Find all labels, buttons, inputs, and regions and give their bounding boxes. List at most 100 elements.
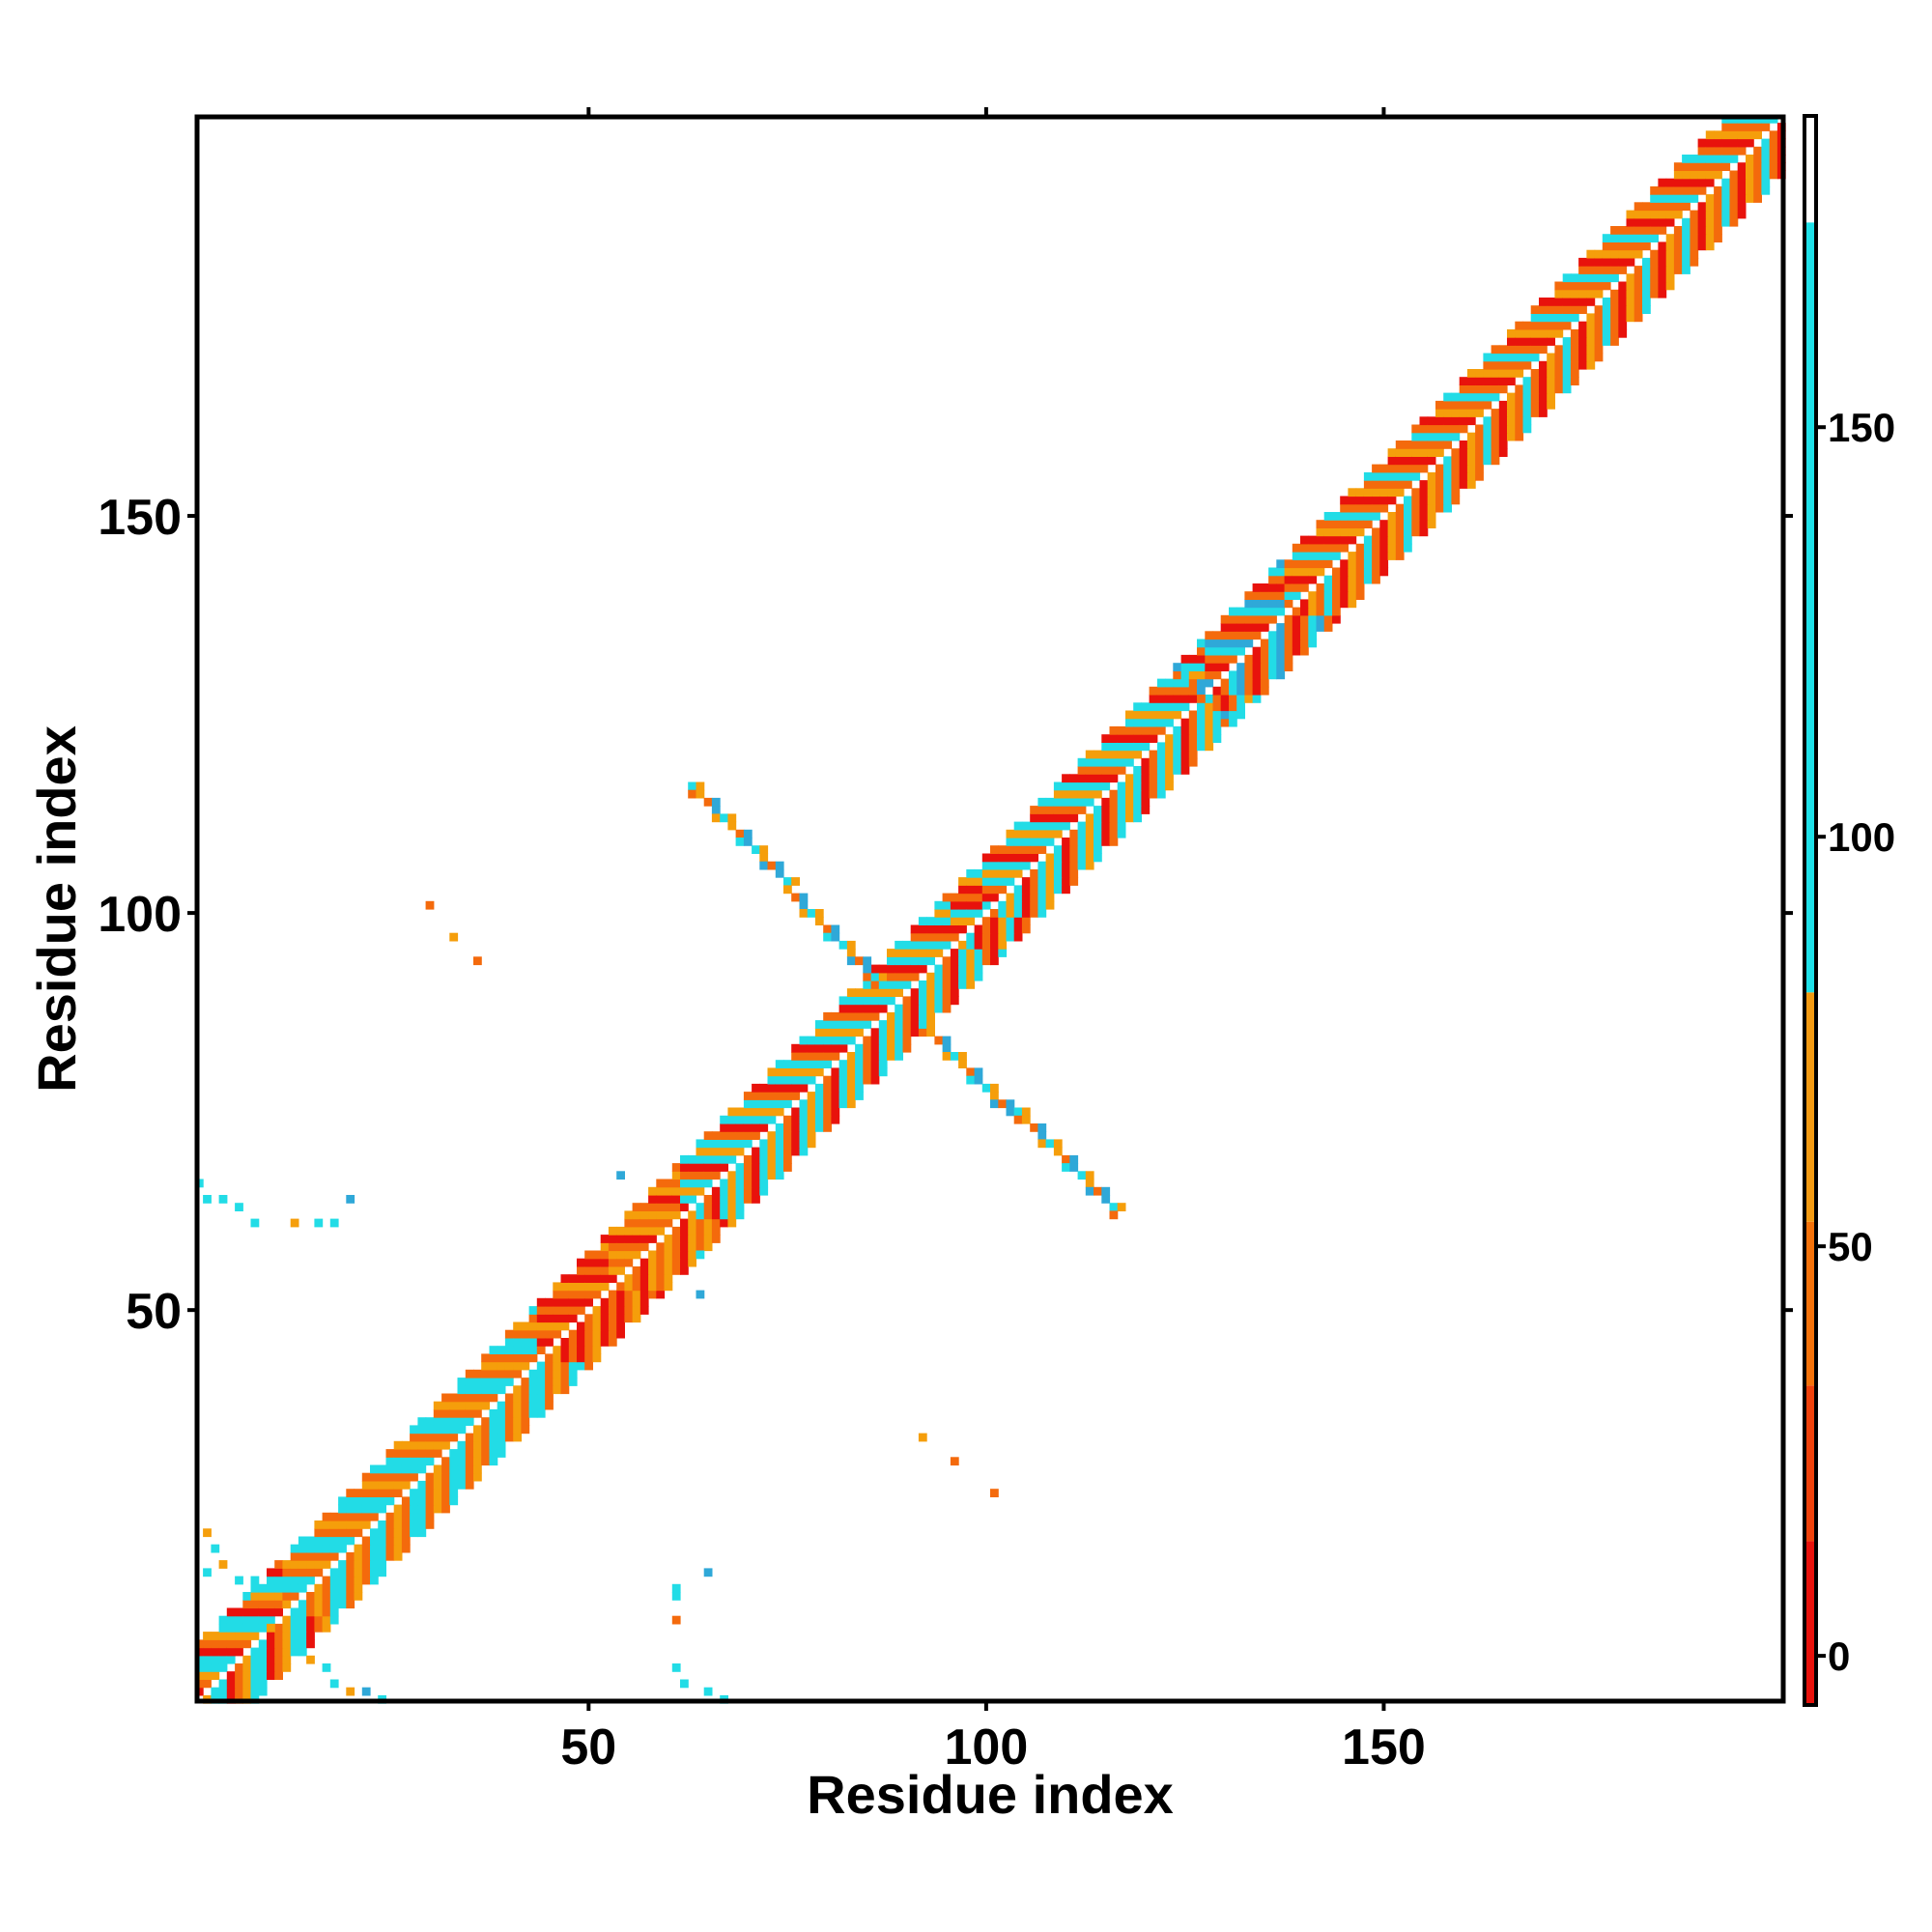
heatmap-cell (1404, 480, 1412, 489)
heatmap-cell (1212, 725, 1222, 735)
heatmap-cell (799, 1107, 809, 1117)
heatmap-cell (1316, 552, 1325, 560)
heatmap-cell (1570, 273, 1579, 283)
heatmap-cell (1109, 725, 1119, 735)
heatmap-cell (1530, 409, 1540, 417)
heatmap-cell (1642, 273, 1651, 283)
heatmap-cell (1205, 631, 1214, 640)
heatmap-cell (1229, 631, 1237, 640)
heatmap-cell (814, 909, 824, 918)
heatmap-cell (553, 1329, 562, 1339)
heatmap-cell (608, 1258, 617, 1267)
heatmap-cell (648, 1218, 657, 1228)
heatmap-cell (680, 1195, 689, 1204)
heatmap-cell (250, 1583, 260, 1593)
heatmap-cell (1419, 512, 1429, 521)
heatmap-cell (1348, 599, 1357, 609)
heatmap-cell (926, 917, 935, 925)
heatmap-cell (1658, 210, 1667, 219)
heatmap-cell (1109, 750, 1119, 759)
heatmap-cell (1292, 623, 1301, 632)
heatmap-cell (1062, 813, 1070, 823)
heatmap-cell (600, 1242, 610, 1252)
heatmap-cell (290, 1592, 299, 1601)
heatmap-cell (680, 1186, 689, 1196)
heatmap-cell (1180, 757, 1190, 767)
heatmap-cell (361, 1687, 371, 1696)
heatmap-cell (1348, 552, 1357, 560)
heatmap-cell (449, 1489, 459, 1497)
heatmap-cell (1363, 520, 1373, 528)
heatmap-cell (926, 932, 935, 942)
heatmap-cell (1156, 686, 1166, 696)
heatmap-cell (1451, 400, 1461, 410)
heatmap-cell (481, 1440, 490, 1450)
heatmap-cell (568, 1306, 578, 1315)
heatmap-cell (1094, 1186, 1102, 1196)
heatmap-cell (1165, 774, 1174, 783)
heatmap-cell (1340, 535, 1349, 545)
heatmap-cell (393, 1551, 403, 1561)
heatmap-cell (743, 1139, 753, 1149)
heatmap-cell (322, 1607, 331, 1617)
heatmap-cell (1045, 868, 1055, 878)
heatmap-cell (639, 1282, 649, 1292)
heatmap-cell (481, 1425, 490, 1435)
heatmap-cell (1101, 1195, 1111, 1204)
heatmap-cell (274, 1576, 283, 1585)
heatmap-cell (1721, 202, 1731, 212)
heatmap-cell (1522, 392, 1532, 402)
heatmap-cell (1229, 639, 1237, 648)
heatmap-cell (887, 964, 895, 974)
heatmap-cell (639, 1210, 649, 1220)
heatmap-cell (1094, 806, 1102, 814)
heatmap-cell (1332, 591, 1341, 600)
heatmap-cell (1626, 289, 1635, 298)
heatmap-cell (926, 949, 935, 957)
heatmap-cell (918, 1020, 927, 1029)
heatmap-cell (425, 1504, 435, 1514)
heatmap-cell (1682, 162, 1690, 171)
heatmap-cell (1658, 202, 1667, 212)
heatmap-cell (1539, 392, 1548, 402)
heatmap-cell (1682, 185, 1690, 195)
heatmap-cell (608, 1235, 617, 1243)
heatmap-cell (1141, 742, 1151, 752)
heatmap-cell (361, 1480, 371, 1490)
heatmap-cell (1077, 821, 1087, 831)
heatmap-cell (1372, 471, 1380, 481)
heatmap-cell (1570, 305, 1579, 314)
heatmap-cell (1323, 559, 1333, 569)
heatmap-cell (1101, 829, 1111, 838)
heatmap-cell (218, 1655, 228, 1664)
heatmap-cell (1634, 202, 1643, 212)
heatmap-cell (1141, 702, 1151, 712)
heatmap-cell (600, 1235, 610, 1243)
heatmap-cell (290, 1551, 299, 1561)
heatmap-cell (346, 1504, 355, 1514)
heatmap-cell (1085, 774, 1094, 783)
heatmap-cell (648, 1258, 657, 1267)
heatmap-cell (1610, 234, 1619, 242)
heatmap-cell (1697, 226, 1707, 235)
heatmap-cell (457, 1385, 467, 1395)
heatmap-cell (767, 1092, 777, 1100)
heatmap-cell (1427, 503, 1436, 513)
heatmap-cell (1205, 678, 1214, 688)
heatmap-cell (1077, 766, 1087, 775)
heatmap-cell (1618, 313, 1628, 323)
colorbar-tick-label: 50 (1828, 1224, 1873, 1269)
heatmap-cell (1435, 471, 1444, 481)
heatmap-cell (258, 1615, 268, 1625)
heatmap-cell (354, 1528, 363, 1538)
heatmap-cell (1697, 178, 1707, 187)
heatmap-cell (752, 1147, 760, 1156)
heatmap-cell (759, 1147, 769, 1156)
heatmap-cell (1069, 868, 1079, 878)
heatmap-cell (1053, 829, 1063, 838)
heatmap-cell (1085, 821, 1094, 831)
heatmap-cell (577, 1346, 585, 1354)
heatmap-cell (696, 1203, 705, 1211)
heatmap-cell (791, 1052, 800, 1061)
heatmap-cell (902, 996, 912, 1006)
